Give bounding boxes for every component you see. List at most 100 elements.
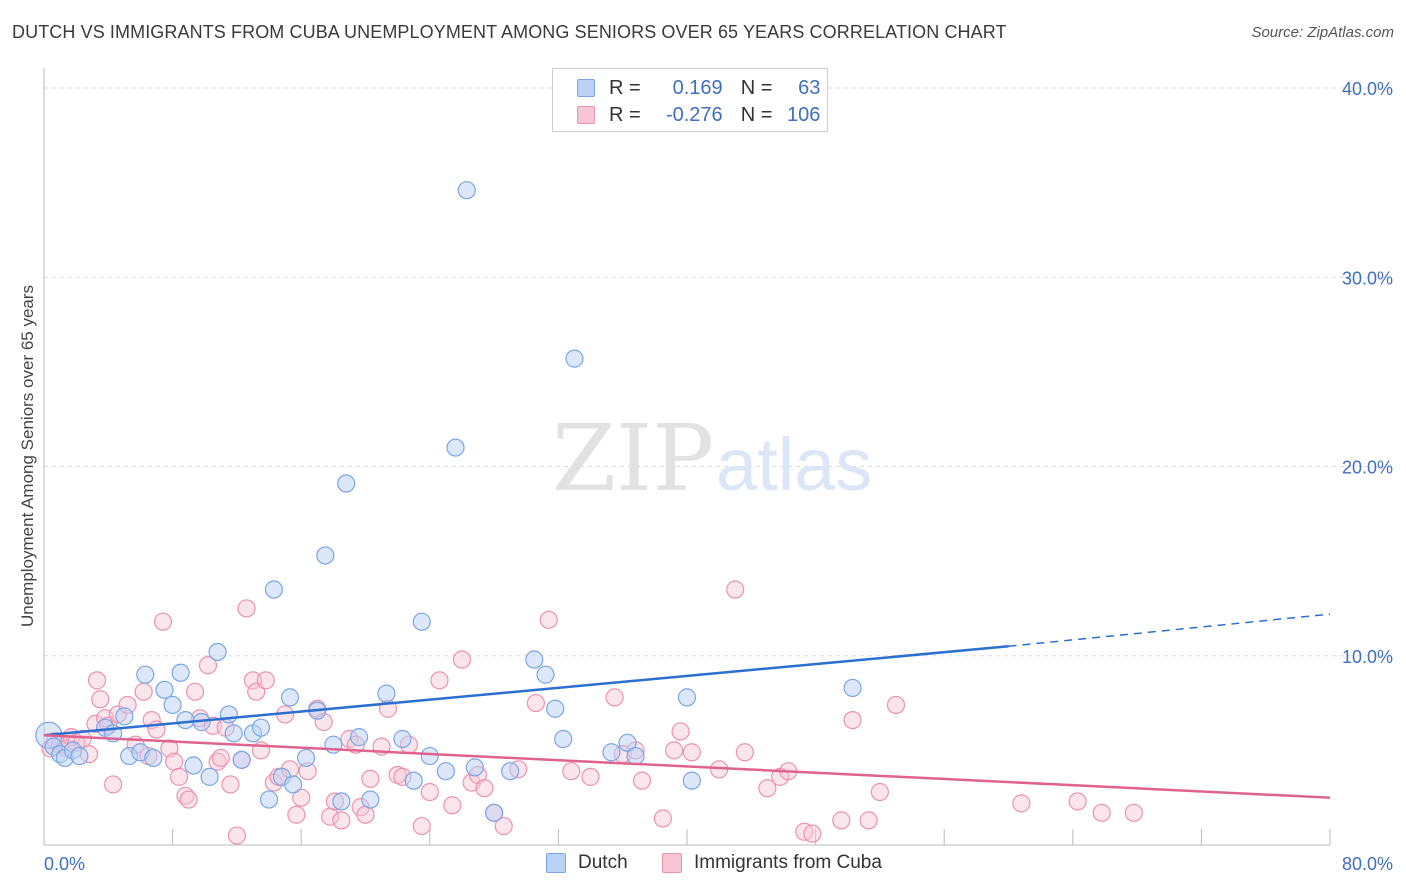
data-point-cuba (412, 816, 431, 836)
watermark-atlas: atlas (716, 423, 872, 506)
data-point-cuba (475, 779, 494, 798)
data-point-cuba (287, 805, 306, 824)
data-point-cuba (104, 775, 123, 794)
data-point-dutch (457, 181, 476, 200)
series-dutch-points (35, 181, 862, 822)
data-point-dutch (115, 707, 134, 726)
n-value: 63 (798, 76, 821, 99)
data-point-cuba (1068, 792, 1087, 811)
chart-title: DUTCH VS IMMIGRANTS FROM CUBA UNEMPLOYME… (12, 22, 1007, 42)
data-point-cuba (803, 824, 822, 843)
data-point-dutch (200, 767, 219, 786)
data-point-cuba (665, 741, 684, 760)
data-point-cuba (653, 809, 672, 828)
data-point-cuba (179, 790, 198, 809)
data-point-cuba (735, 743, 754, 762)
data-point-dutch (332, 792, 351, 811)
data-point-cuba (1092, 803, 1111, 822)
data-point-dutch (436, 762, 455, 781)
trend-line-cuba (43, 733, 1331, 799)
y-tick-label: 10.0% (1342, 647, 1393, 667)
data-point-dutch (163, 695, 182, 715)
data-point-cuba (682, 743, 701, 762)
dutch-swatch (546, 853, 566, 873)
data-point-dutch (264, 580, 283, 599)
data-point-cuba (758, 779, 777, 798)
legend-item-dutch[interactable]: Dutch (546, 852, 628, 874)
watermark-zip: ZIP (552, 405, 714, 512)
data-point-cuba (153, 612, 173, 631)
data-point-dutch (393, 729, 412, 749)
data-point-cuba (292, 788, 311, 807)
data-point-dutch (176, 710, 195, 730)
data-point-cuba (870, 782, 890, 802)
data-point-cuba (832, 811, 851, 830)
data-point-cuba (91, 690, 110, 709)
data-point-dutch (554, 729, 573, 749)
data-point-cuba (632, 771, 652, 790)
data-point-cuba (581, 767, 600, 786)
data-point-cuba (671, 722, 690, 741)
data-point-dutch (224, 724, 243, 743)
data-point-cuba (332, 811, 351, 830)
data-point-cuba (221, 775, 240, 794)
data-point-dutch (284, 775, 303, 794)
data-point-cuba (494, 816, 513, 836)
data-point-dutch (171, 663, 190, 682)
axes (43, 68, 1331, 846)
data-point-cuba (1012, 794, 1031, 813)
data-point-dutch (677, 688, 697, 707)
data-point-cuba (452, 650, 472, 669)
data-point-dutch (565, 349, 584, 368)
data-point-cuba (843, 710, 862, 730)
y-axis-title: Unemployment Among Seniors over 65 years (18, 285, 37, 627)
data-point-dutch (412, 612, 431, 631)
data-point-cuba (605, 688, 624, 707)
legend-label-cuba: Immigrants from Cuba (694, 852, 882, 873)
legend-item-cuba[interactable]: Immigrants from Cuba (662, 852, 882, 874)
source-label: Source: ZipAtlas.com (1251, 24, 1394, 41)
legend-row-dutch: R = 0.169 N = 63 (577, 77, 820, 99)
data-point-cuba (134, 682, 153, 701)
data-point-cuba (539, 610, 558, 629)
r-value: -0.276 (665, 103, 723, 126)
data-point-dutch (602, 743, 621, 762)
n-label: N = (740, 103, 773, 126)
series-legend: Dutch Immigrants from Cuba (0, 852, 1406, 876)
data-point-dutch (144, 748, 163, 768)
data-point-cuba (211, 748, 230, 768)
data-point-dutch (404, 771, 423, 790)
data-point-cuba (430, 671, 449, 690)
legend-row-cuba: R = -0.276 N = 106 (577, 104, 820, 126)
data-point-dutch (296, 748, 316, 768)
data-point-cuba (256, 671, 275, 690)
r-label: R = (609, 76, 641, 99)
data-point-dutch (136, 665, 155, 684)
data-point-cuba (361, 769, 380, 788)
x-tick-label: 80.0% (1342, 854, 1393, 874)
trend-line-dutch (43, 645, 1009, 737)
data-point-cuba (526, 693, 545, 713)
data-point-dutch (208, 642, 227, 662)
data-point-dutch (377, 684, 396, 703)
data-point-cuba (198, 656, 218, 675)
legend-label-dutch: Dutch (578, 852, 628, 873)
cuba-swatch (577, 106, 595, 124)
data-point-dutch (349, 728, 369, 747)
data-point-dutch (446, 438, 465, 457)
data-point-dutch (280, 688, 300, 707)
data-point-dutch (501, 762, 520, 781)
data-point-dutch (337, 474, 356, 493)
y-tick-label: 20.0% (1342, 458, 1393, 478)
data-point-dutch (843, 678, 862, 698)
data-point-dutch (361, 790, 380, 809)
data-point-dutch (485, 803, 504, 822)
trend-lines (43, 613, 1331, 799)
n-value: 106 (787, 103, 821, 126)
y-tick-label: 40.0% (1342, 79, 1393, 99)
trend-line-dutch-extension (1008, 613, 1331, 648)
data-point-cuba (859, 811, 878, 830)
data-point-dutch (259, 790, 279, 809)
data-point-cuba (237, 599, 256, 618)
